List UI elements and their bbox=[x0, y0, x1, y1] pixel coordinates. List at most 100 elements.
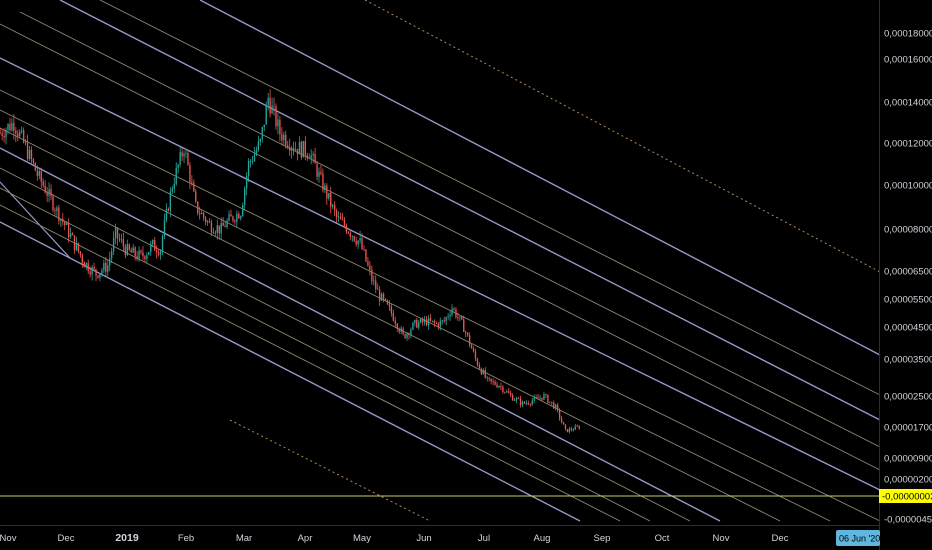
candle[interactable] bbox=[212, 227, 215, 234]
candle[interactable] bbox=[134, 246, 136, 261]
candle[interactable] bbox=[17, 129, 19, 142]
candle[interactable] bbox=[161, 234, 164, 256]
candle[interactable] bbox=[269, 89, 271, 118]
candle[interactable] bbox=[126, 239, 129, 257]
candle[interactable] bbox=[154, 237, 156, 251]
candle[interactable] bbox=[36, 165, 39, 181]
candle[interactable] bbox=[271, 97, 273, 115]
candle[interactable] bbox=[32, 158, 35, 165]
candle[interactable] bbox=[398, 327, 400, 334]
candle[interactable] bbox=[285, 130, 287, 149]
candle[interactable] bbox=[34, 162, 37, 172]
candle[interactable] bbox=[124, 243, 127, 259]
candle[interactable] bbox=[476, 357, 479, 367]
channel-line-minor[interactable] bbox=[0, 109, 831, 522]
candle[interactable] bbox=[355, 236, 357, 247]
candle[interactable] bbox=[112, 231, 115, 256]
candle[interactable] bbox=[494, 379, 496, 386]
candle[interactable] bbox=[361, 233, 363, 251]
candle[interactable] bbox=[472, 346, 475, 353]
candle[interactable] bbox=[116, 227, 119, 246]
candle[interactable] bbox=[488, 377, 490, 382]
candle[interactable] bbox=[24, 139, 27, 146]
candle[interactable] bbox=[181, 147, 183, 162]
candle[interactable] bbox=[251, 156, 254, 165]
candle[interactable] bbox=[247, 158, 250, 182]
candle[interactable] bbox=[275, 103, 277, 130]
candle[interactable] bbox=[253, 146, 256, 162]
candle[interactable] bbox=[19, 129, 21, 138]
candle[interactable] bbox=[71, 232, 74, 236]
candle[interactable] bbox=[410, 327, 412, 339]
candle[interactable] bbox=[478, 362, 481, 370]
dotted-line-upper[interactable] bbox=[364, 0, 881, 273]
candle[interactable] bbox=[242, 202, 244, 217]
channel-line-minor[interactable] bbox=[0, 204, 621, 522]
candle[interactable] bbox=[390, 304, 393, 317]
candle[interactable] bbox=[365, 248, 367, 263]
candle[interactable] bbox=[91, 264, 93, 281]
candle[interactable] bbox=[378, 286, 381, 306]
candle[interactable] bbox=[165, 203, 168, 223]
candle[interactable] bbox=[9, 117, 11, 132]
candle[interactable] bbox=[232, 215, 234, 223]
candle[interactable] bbox=[216, 219, 218, 240]
candle[interactable] bbox=[5, 127, 7, 145]
candle[interactable] bbox=[95, 268, 97, 282]
candle[interactable] bbox=[243, 186, 246, 211]
candle[interactable] bbox=[373, 275, 375, 286]
candle[interactable] bbox=[187, 149, 189, 166]
candle[interactable] bbox=[457, 312, 459, 321]
candle[interactable] bbox=[312, 151, 314, 163]
candle[interactable] bbox=[326, 183, 328, 205]
candle[interactable] bbox=[171, 185, 173, 195]
candle[interactable] bbox=[101, 267, 103, 277]
candle[interactable] bbox=[87, 259, 89, 275]
candle[interactable] bbox=[257, 135, 260, 152]
candle[interactable] bbox=[89, 266, 91, 278]
candle[interactable] bbox=[202, 211, 205, 221]
dotted-line-lower[interactable] bbox=[229, 419, 431, 522]
candle[interactable] bbox=[193, 179, 195, 193]
candle[interactable] bbox=[46, 186, 48, 203]
candle[interactable] bbox=[388, 300, 391, 311]
candle[interactable] bbox=[296, 148, 299, 161]
candle[interactable] bbox=[109, 251, 111, 272]
candle[interactable] bbox=[549, 401, 551, 404]
candle[interactable] bbox=[105, 256, 107, 276]
candle[interactable] bbox=[199, 206, 201, 220]
candle[interactable] bbox=[249, 159, 252, 168]
candle[interactable] bbox=[570, 426, 573, 432]
candle[interactable] bbox=[427, 315, 430, 330]
candle[interactable] bbox=[50, 184, 52, 201]
candle[interactable] bbox=[335, 208, 338, 223]
candle[interactable] bbox=[15, 126, 17, 143]
channel-line-major[interactable] bbox=[59, 0, 881, 421]
candle[interactable] bbox=[466, 332, 469, 337]
candle[interactable] bbox=[496, 381, 498, 388]
candle[interactable] bbox=[7, 123, 9, 135]
candle[interactable] bbox=[136, 251, 138, 262]
candle[interactable] bbox=[152, 239, 154, 248]
candle[interactable] bbox=[218, 225, 220, 240]
candle[interactable] bbox=[572, 427, 574, 432]
candle[interactable] bbox=[240, 215, 242, 221]
candle[interactable] bbox=[73, 235, 76, 254]
candle[interactable] bbox=[261, 126, 263, 143]
candle[interactable] bbox=[429, 313, 432, 322]
candle[interactable] bbox=[54, 207, 56, 216]
candle[interactable] bbox=[142, 246, 144, 261]
channel-line-minor[interactable] bbox=[0, 127, 781, 522]
candle[interactable] bbox=[0, 127, 1, 134]
candle[interactable] bbox=[120, 233, 123, 244]
candle[interactable] bbox=[375, 275, 377, 294]
candle[interactable] bbox=[40, 167, 42, 188]
candle[interactable] bbox=[287, 140, 289, 150]
candle[interactable] bbox=[416, 317, 418, 329]
candle[interactable] bbox=[519, 395, 522, 408]
candle[interactable] bbox=[551, 401, 553, 406]
candle[interactable] bbox=[371, 265, 373, 285]
candle[interactable] bbox=[38, 168, 40, 180]
candle[interactable] bbox=[404, 333, 406, 339]
candle[interactable] bbox=[341, 212, 344, 221]
